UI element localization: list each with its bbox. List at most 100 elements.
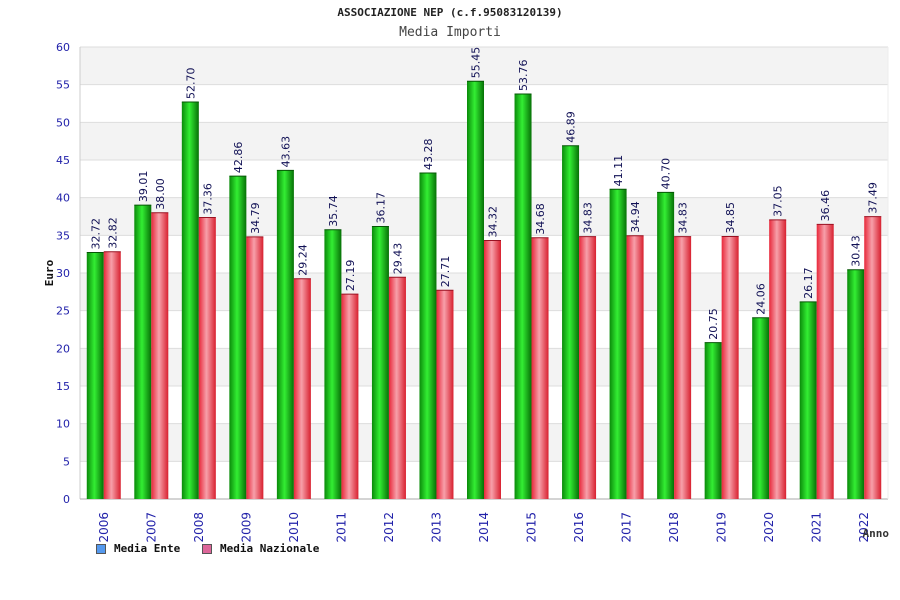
y-tick-label: 35 xyxy=(56,229,70,242)
data-label-media-ente: 40.70 xyxy=(660,158,673,190)
bar-media-nazionale xyxy=(674,236,692,499)
x-tick-label: 2021 xyxy=(810,512,824,543)
data-label-media-nazionale: 37.49 xyxy=(867,182,880,214)
x-tick-label: 2006 xyxy=(97,512,111,543)
x-tick-label: 2022 xyxy=(857,512,871,543)
x-tick-label: 2019 xyxy=(715,512,729,543)
x-tick-label: 2007 xyxy=(144,512,158,543)
y-tick-label: 60 xyxy=(56,41,70,54)
data-label-media-ente: 55.45 xyxy=(470,47,483,79)
bar-media-nazionale xyxy=(436,290,454,499)
bar-media-ente xyxy=(752,317,770,499)
y-tick-label: 45 xyxy=(56,154,70,167)
bar-media-nazionale xyxy=(103,251,121,499)
data-label-media-nazionale: 34.79 xyxy=(249,202,262,234)
legend-label-media-ente: Media Ente xyxy=(114,542,181,555)
bar-media-nazionale xyxy=(769,219,787,499)
bar-media-nazionale xyxy=(246,236,264,499)
y-tick-label: 10 xyxy=(56,418,70,431)
x-tick-label: 2009 xyxy=(239,512,253,543)
x-tick-label: 2010 xyxy=(287,512,301,543)
legend-label-media-nazionale: Media Nazionale xyxy=(220,542,320,555)
data-label-media-ente: 32.72 xyxy=(89,218,102,250)
bar-media-ente xyxy=(467,81,484,499)
x-axis-label: Anno xyxy=(863,527,890,540)
data-label-media-ente: 30.43 xyxy=(850,235,863,267)
data-label-media-ente: 53.76 xyxy=(517,60,530,92)
x-tick-label: 2012 xyxy=(382,512,396,543)
legend-item-media-ente: Media Ente xyxy=(96,542,180,555)
bar-media-ente xyxy=(847,269,865,499)
bar-media-nazionale xyxy=(531,237,549,499)
bar-media-ente xyxy=(799,301,817,499)
chart-title: ASSOCIAZIONE NEP (c.f.95083120139) xyxy=(337,6,563,19)
y-axis-label: Euro xyxy=(43,259,56,286)
bar-media-ente xyxy=(657,192,675,500)
data-label-media-nazionale: 34.68 xyxy=(534,203,547,235)
y-tick-label: 55 xyxy=(56,79,70,92)
x-tick-label: 2011 xyxy=(334,512,348,543)
y-tick-label: 50 xyxy=(56,116,70,129)
data-label-media-nazionale: 32.82 xyxy=(106,217,119,249)
bar-media-nazionale xyxy=(721,236,739,500)
data-label-media-nazionale: 29.43 xyxy=(391,243,404,275)
x-tick-label: 2020 xyxy=(762,512,776,543)
data-label-media-ente: 26.17 xyxy=(802,267,815,299)
data-label-media-ente: 35.74 xyxy=(327,195,340,227)
bar-media-nazionale xyxy=(341,294,359,499)
grid-band xyxy=(80,47,888,85)
bar-media-ente xyxy=(181,101,199,499)
bar-media-ente xyxy=(276,170,294,499)
legend-swatch-media-nazionale xyxy=(202,543,212,554)
y-tick-label: 30 xyxy=(56,267,70,280)
bar-media-ente xyxy=(562,145,580,499)
bar-media-ente xyxy=(134,205,152,499)
y-tick-label: 0 xyxy=(63,493,70,506)
bar-media-nazionale xyxy=(626,235,644,499)
x-tick-label: 2018 xyxy=(667,512,681,543)
bar-media-ente xyxy=(371,226,389,499)
data-label-media-nazionale: 27.19 xyxy=(344,260,357,292)
data-label-media-nazionale: 34.85 xyxy=(724,202,737,234)
x-tick-label: 2017 xyxy=(620,512,634,543)
x-tick-label: 2008 xyxy=(192,512,206,543)
data-label-media-nazionale: 34.83 xyxy=(677,202,690,234)
bar-media-ente xyxy=(419,172,437,499)
bar-media-nazionale xyxy=(151,212,169,499)
data-label-media-ente: 42.86 xyxy=(232,142,245,174)
x-tick-label: 2014 xyxy=(477,512,491,543)
data-label-media-nazionale: 34.83 xyxy=(582,202,595,234)
data-label-media-ente: 43.63 xyxy=(279,136,292,168)
data-label-media-nazionale: 29.24 xyxy=(296,244,309,276)
data-label-media-ente: 36.17 xyxy=(374,192,387,224)
bar-media-ente xyxy=(704,342,722,499)
data-label-media-nazionale: 37.05 xyxy=(772,185,785,217)
bar-media-ente xyxy=(324,229,342,499)
legend-swatch-media-ente xyxy=(96,543,106,554)
data-label-media-ente: 41.11 xyxy=(612,155,625,187)
data-label-media-ente: 24.06 xyxy=(755,283,768,315)
y-tick-label: 40 xyxy=(56,192,70,205)
y-tick-label: 25 xyxy=(56,305,70,318)
bar-media-ente xyxy=(229,176,247,499)
data-label-media-ente: 39.01 xyxy=(137,171,150,203)
x-tick-label: 2013 xyxy=(429,512,443,543)
bar-media-nazionale xyxy=(864,216,882,500)
chart-subtitle: Media Importi xyxy=(399,25,501,40)
data-label-media-ente: 43.28 xyxy=(422,138,435,170)
legend-item-media-nazionale: Media Nazionale xyxy=(202,542,319,555)
bar-media-nazionale xyxy=(388,277,406,499)
data-label-media-nazionale: 38.00 xyxy=(154,178,167,210)
bar-media-nazionale xyxy=(816,224,834,500)
x-tick-label: 2016 xyxy=(572,512,586,543)
y-tick-label: 15 xyxy=(56,380,70,393)
data-label-media-ente: 52.70 xyxy=(184,67,197,99)
data-label-media-ente: 20.75 xyxy=(707,308,720,340)
bar-media-ente xyxy=(86,252,104,499)
bar-media-nazionale xyxy=(198,217,216,499)
bar-media-ente xyxy=(514,94,532,500)
bar-media-ente xyxy=(609,189,627,499)
data-label-media-nazionale: 34.94 xyxy=(629,201,642,233)
data-label-media-nazionale: 36.46 xyxy=(819,190,832,222)
